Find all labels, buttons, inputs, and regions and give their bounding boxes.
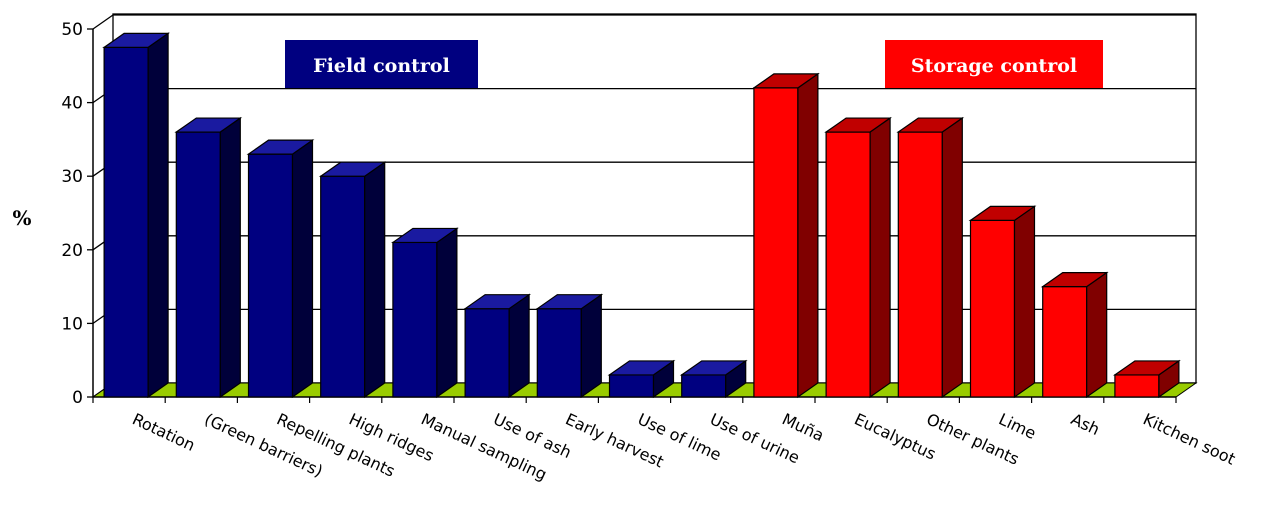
bar-top — [1040, 272, 1109, 288]
bar-side — [941, 116, 963, 399]
bar — [390, 227, 459, 399]
bar-front — [825, 131, 871, 398]
y-tick-label: 20 — [61, 241, 83, 261]
bar-top — [607, 360, 676, 376]
bar-front — [753, 87, 799, 398]
bar-side — [364, 161, 386, 399]
x-tick-label: Rotation — [129, 409, 198, 455]
bar — [896, 116, 965, 399]
bar-top — [896, 117, 965, 133]
bar — [1040, 271, 1109, 399]
bar-side — [869, 116, 891, 399]
group-legends: Field control Storage control — [285, 40, 1103, 88]
x-tick-label: Manual sampling — [418, 409, 550, 484]
bar-front — [969, 219, 1016, 398]
bar-side — [1013, 205, 1036, 399]
bar-side — [508, 293, 530, 399]
bar-front — [392, 241, 438, 398]
y-axis-label: % — [12, 206, 31, 230]
bar — [174, 116, 243, 399]
group-legend: Storage control — [885, 40, 1103, 88]
bar-front — [897, 131, 943, 398]
bar-side — [219, 116, 241, 399]
bar-side — [797, 72, 819, 399]
bar — [824, 116, 893, 399]
bar-top — [174, 117, 243, 133]
y-tick-label: 0 — [72, 388, 83, 408]
bar-front — [608, 374, 655, 398]
x-tick-label: Repelling plants — [274, 409, 398, 480]
bar — [607, 359, 676, 399]
bar — [246, 138, 315, 399]
group-legend: Field control — [285, 40, 478, 88]
legend-box — [285, 40, 478, 88]
bar — [102, 32, 171, 399]
x-tick-labels: Rotation (Green barriers)Repelling plants… — [92, 397, 1238, 484]
y-tick-label: 10 — [61, 314, 83, 334]
x-tick-label: Muña — [779, 409, 827, 445]
bar-top — [318, 161, 387, 177]
x-tick-label: Eucalyptus — [851, 409, 938, 463]
bar-top — [968, 205, 1037, 221]
bar-top — [535, 294, 604, 310]
bar — [679, 359, 748, 399]
bar-side — [291, 138, 314, 399]
bar-front — [103, 46, 149, 398]
legend-label: Storage control — [911, 55, 1077, 77]
bar-top — [246, 139, 315, 155]
bars — [102, 32, 1181, 399]
legend-label: Field control — [313, 55, 450, 77]
bar — [1112, 359, 1181, 399]
bar-front — [1042, 286, 1088, 398]
y-tick-label: 50 — [61, 20, 83, 40]
x-tick-label: Ash — [1068, 409, 1103, 439]
x-tick-label: Lime — [996, 409, 1039, 443]
y-tick-label: 40 — [61, 94, 83, 114]
bar-front — [320, 175, 366, 398]
bar-top — [751, 73, 820, 89]
bar — [535, 293, 604, 399]
bar-front — [536, 308, 582, 398]
y-tick-labels: 0 10 20 30 40 50 — [61, 20, 93, 408]
bar — [463, 293, 532, 399]
bar-front — [247, 153, 294, 398]
bar-front — [175, 131, 221, 398]
legend-box — [885, 40, 1103, 88]
bar — [751, 72, 820, 399]
bar-front — [464, 308, 510, 398]
bar-top — [1112, 360, 1181, 376]
bar-side — [1086, 271, 1108, 399]
bar-top — [390, 227, 459, 244]
bar — [968, 205, 1037, 399]
bar-top — [102, 32, 171, 49]
bar-top — [679, 360, 748, 376]
bar-front — [681, 374, 727, 398]
bar-side — [580, 293, 602, 399]
bar-side — [147, 32, 169, 399]
bar-side — [436, 227, 458, 399]
bar-top — [463, 294, 532, 310]
bar-top — [824, 117, 893, 133]
bar — [318, 161, 387, 399]
x-tick-label: Kitchen soot — [1140, 409, 1238, 468]
y-tick-label: 30 — [61, 167, 83, 187]
gridline-depth — [92, 14, 114, 30]
bar-front — [1114, 374, 1160, 398]
